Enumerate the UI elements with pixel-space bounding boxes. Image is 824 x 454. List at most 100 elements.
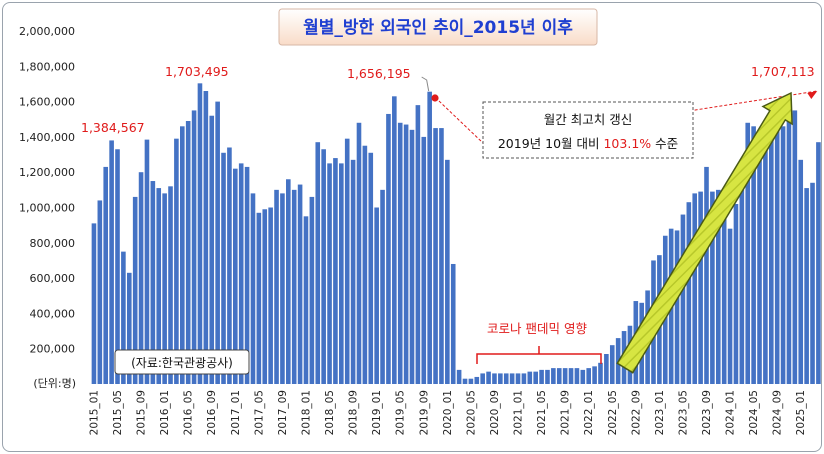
bar — [692, 193, 698, 384]
covid-bracket: 코로나 팬데믹 영향 — [476, 321, 602, 364]
bar-chart: 200,000 400,000 600,000 800,000 1,000,000 1,2… — [19, 8, 821, 435]
bar — [168, 186, 173, 384]
x-tick-label: 2020_05 — [465, 390, 477, 435]
bar — [380, 189, 385, 384]
bar — [415, 105, 421, 384]
bar — [721, 207, 727, 384]
x-tick-label: 2020_01 — [442, 390, 454, 435]
bar — [539, 369, 544, 384]
y-tick-label: 1,400,000 — [19, 131, 75, 144]
bar — [568, 368, 574, 384]
bar — [238, 163, 244, 385]
x-tick-label: 2018_09 — [348, 390, 360, 435]
bar — [409, 129, 415, 384]
bar — [315, 142, 321, 384]
bar — [191, 110, 197, 385]
callout-box: 월간 최고치 갱신 2019년 10월 대비 103.1% 수준 — [482, 101, 694, 159]
bar — [286, 179, 291, 384]
bar — [751, 126, 756, 384]
growth-arrow — [616, 91, 793, 374]
x-tick-label: 2017_09 — [277, 390, 289, 435]
unit-label: (단위:명) — [33, 377, 76, 390]
x-tick-label: 2016_01 — [159, 390, 171, 435]
bar — [439, 128, 444, 384]
bar — [609, 345, 615, 384]
bar — [739, 168, 745, 384]
y-tick-label: 1,200,000 — [19, 166, 75, 179]
bar — [780, 126, 786, 384]
x-axis: 2015_01 2015_05 2015_09 2016_01 2016_05 2016_… — [88, 390, 807, 435]
bar — [297, 184, 303, 384]
bar — [274, 189, 279, 384]
bar — [256, 212, 262, 384]
x-tick-label: 2019_01 — [371, 390, 383, 435]
x-tick-label: 2015_01 — [88, 390, 100, 435]
y-tick-label: 2,000,000 — [19, 25, 75, 38]
bar — [686, 202, 692, 384]
bar — [344, 138, 350, 384]
bar — [333, 158, 338, 384]
bar — [468, 378, 474, 384]
x-tick-label: 2023_01 — [654, 390, 666, 435]
x-tick-label: 2022_09 — [630, 390, 642, 435]
bar — [674, 230, 680, 384]
bar — [680, 214, 686, 384]
bar — [180, 126, 185, 384]
source-box — [114, 349, 250, 375]
bar — [362, 145, 368, 384]
bar — [162, 193, 167, 384]
x-tick-label: 2019_09 — [418, 390, 430, 435]
bar — [97, 200, 103, 384]
x-tick-label: 2018_01 — [300, 390, 312, 435]
bar — [786, 101, 792, 384]
annotation-2025-peak: 1,707,113 — [751, 64, 815, 79]
bar — [392, 96, 397, 384]
x-tick-label: 2024_05 — [748, 390, 760, 435]
bar — [268, 207, 273, 384]
bar — [115, 149, 120, 384]
x-tick-label: 2017_01 — [230, 390, 242, 435]
bar — [757, 133, 762, 384]
bar — [403, 124, 409, 385]
x-tick-label: 2024_01 — [725, 390, 737, 435]
bar — [227, 147, 232, 384]
callout-suffix: 수준 — [651, 136, 678, 151]
callout-highlight: 103.1% — [603, 136, 651, 151]
bar — [356, 122, 362, 384]
bar — [386, 113, 391, 384]
title-box — [278, 8, 598, 46]
chart-title-banner: 월별_방한 외국인 추이_2015년 이후 — [278, 8, 598, 46]
bar — [244, 166, 250, 384]
callout-line2: 2019년 10월 대비 103.1% 수준 — [498, 136, 678, 151]
bar — [492, 373, 497, 384]
bar — [374, 207, 379, 384]
covid-bracket-line — [476, 346, 602, 364]
bar — [433, 128, 438, 384]
x-tick-label: 2024_09 — [772, 390, 784, 435]
callout-line1: 월간 최고치 갱신 — [544, 112, 632, 127]
y-tick-label: 1,600,000 — [19, 96, 75, 109]
bar — [303, 216, 309, 384]
bar — [792, 110, 798, 385]
x-tick-label: 2017_05 — [253, 390, 265, 435]
x-tick-label: 2019_05 — [395, 390, 407, 435]
bar — [562, 368, 568, 384]
bar — [144, 139, 150, 384]
bar — [427, 91, 432, 385]
bar — [197, 83, 203, 384]
bar — [339, 163, 344, 385]
bar — [209, 115, 215, 384]
bar — [91, 223, 97, 384]
bar — [804, 188, 809, 384]
source-note: (자료:한국관광공사) — [114, 349, 250, 375]
bar — [533, 371, 538, 384]
bar — [486, 371, 491, 384]
bar — [580, 369, 586, 384]
bar — [126, 272, 132, 384]
bar — [445, 159, 450, 384]
bar — [233, 168, 238, 384]
x-tick-label: 2023_05 — [677, 390, 689, 435]
bar — [368, 152, 374, 384]
bar — [586, 368, 591, 384]
annotation-2015-peak: 1,384,567 — [81, 120, 145, 135]
